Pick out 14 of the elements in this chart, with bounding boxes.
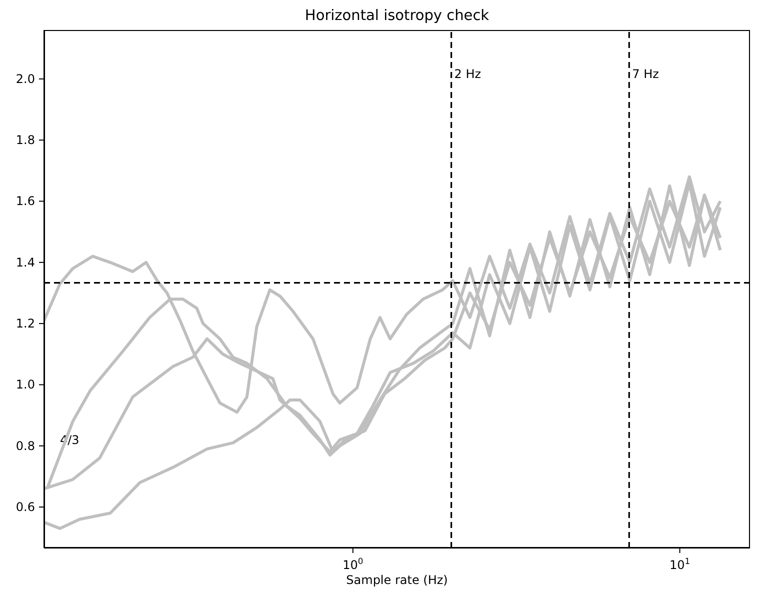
y-tick-label: 1.6 — [16, 194, 35, 208]
chart-title: Horizontal isotropy check — [304, 8, 490, 24]
x-axis-title: Sample rate (Hz) — [346, 573, 448, 587]
y-tick-label: 1.8 — [16, 133, 35, 148]
y-tick-label: 1.4 — [16, 255, 35, 270]
x-tick-label: 10$^{0}$ — [342, 556, 364, 572]
y-tick-label: 2.0 — [16, 72, 35, 86]
y-tick-label: 0.6 — [16, 500, 35, 514]
y-tick-label: 0.8 — [16, 438, 35, 453]
y-tick-label: 1.0 — [16, 378, 35, 392]
ref-line-label: 2 Hz — [454, 67, 482, 81]
x-tick-label: 10$^{1}$ — [669, 556, 690, 572]
y-tick-label: 1.2 — [16, 316, 35, 331]
ref-line-label: 7 Hz — [632, 67, 659, 81]
